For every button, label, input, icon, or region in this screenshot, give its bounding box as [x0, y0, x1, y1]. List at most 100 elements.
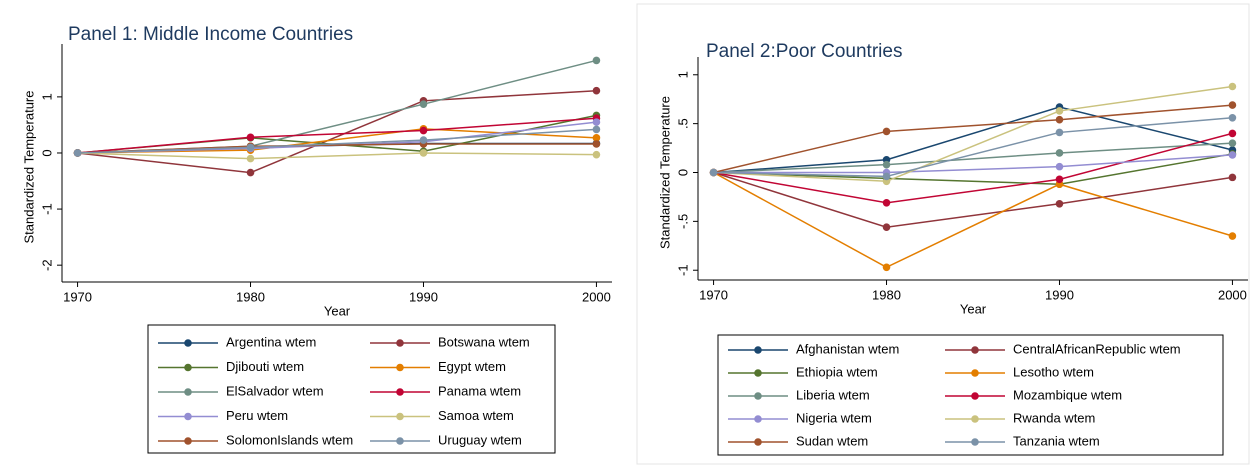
data-point [419, 100, 428, 108]
legend-marker [184, 437, 192, 445]
legend-label: Argentina wtem [226, 334, 316, 349]
panel-frame [636, 3, 1250, 465]
data-point [419, 136, 428, 144]
data-point [592, 134, 601, 142]
legend-label: Sudan wtem [796, 433, 868, 448]
legend-label: Uruguay wtem [438, 432, 522, 447]
series-line [713, 171, 1233, 269]
legend-label: ElSalvador wtem [226, 383, 324, 398]
data-point [1055, 175, 1064, 184]
x-tick-label: 1990 [409, 289, 438, 304]
series-line [77, 121, 597, 154]
series-line [77, 117, 597, 154]
legend-marker [754, 346, 762, 354]
legend-box [147, 324, 556, 454]
series-line [713, 85, 1233, 183]
legend-marker [396, 388, 404, 396]
legend-label: Rwanda wtem [1013, 410, 1095, 425]
data-point [1055, 162, 1064, 171]
y-axis-label: Standardized Temperature [657, 96, 672, 249]
series-line [713, 104, 1233, 174]
y-tick-label: 0 [39, 149, 54, 156]
legend-label: Mozambique wtem [1013, 387, 1122, 402]
data-point [419, 126, 428, 135]
data-point [1228, 113, 1237, 122]
legend-label: Afghanistan wtem [796, 341, 899, 356]
y-tick-label: -.5 [675, 214, 690, 229]
data-point [246, 168, 255, 177]
y-tick-label: -1 [39, 203, 54, 215]
legend-label: Lesotho wtem [1013, 364, 1094, 379]
data-point [1228, 139, 1237, 147]
legend-box [717, 334, 1224, 456]
data-point [1055, 115, 1064, 124]
data-point [1228, 129, 1237, 138]
data-point [246, 133, 255, 142]
series-line [713, 153, 1233, 185]
data-point [882, 223, 891, 232]
chart-title: Panel 2:Poor Countries [706, 41, 902, 62]
legend-marker [971, 346, 979, 354]
legend-marker [971, 369, 979, 377]
data-point [73, 149, 82, 157]
data-point [882, 160, 891, 169]
x-tick-label: 1970 [63, 289, 92, 304]
legend-marker [754, 392, 762, 400]
data-point [1055, 107, 1064, 115]
legend-label: Ethiopia wtem [796, 364, 878, 379]
series-line [713, 171, 1233, 228]
data-point [592, 118, 601, 126]
x-tick-label: 1970 [699, 287, 728, 302]
legend-label: Nigeria wtem [796, 410, 872, 425]
data-point [882, 172, 891, 181]
legend-label: CentralAfricanRepublic wtem [1013, 341, 1181, 356]
x-axis-label: Year [960, 301, 987, 316]
legend-marker [396, 363, 404, 372]
legend-marker [754, 369, 762, 377]
legend-marker [971, 392, 979, 400]
data-point [1228, 82, 1237, 91]
chart-title: Panel 1: Middle Income Countries [68, 24, 353, 45]
series-line [77, 128, 597, 154]
data-point [709, 168, 718, 177]
legend-marker [184, 412, 192, 421]
legend-marker [396, 339, 404, 347]
legend-label: SolomonIslands wtem [226, 432, 353, 447]
data-point [592, 86, 601, 95]
data-point [419, 149, 428, 157]
legend-marker [971, 438, 979, 446]
legend-label: Samoa wtem [438, 408, 514, 423]
y-tick-label: 0 [675, 169, 690, 176]
data-point [592, 125, 601, 134]
data-point [246, 143, 255, 152]
data-point [882, 198, 891, 207]
legend-marker [184, 388, 192, 396]
legend-marker [971, 415, 979, 423]
legend-label: Liberia wtem [796, 387, 870, 402]
legend-marker [184, 339, 192, 347]
data-point [1228, 151, 1237, 159]
x-tick-label: 2000 [1218, 287, 1247, 302]
legend-marker [184, 363, 192, 372]
data-point [882, 127, 891, 136]
x-tick-label: 1980 [236, 289, 265, 304]
legend-marker [396, 412, 404, 421]
series-line [713, 132, 1233, 204]
legend-label: Panama wtem [438, 383, 521, 398]
y-tick-label: -1 [675, 264, 690, 276]
data-point [882, 263, 891, 272]
data-point [1055, 128, 1064, 137]
series-line [77, 89, 597, 174]
legend-marker [754, 415, 762, 423]
series-line [77, 152, 597, 160]
legend-label: Djibouti wtem [226, 359, 304, 374]
data-point [246, 154, 255, 163]
x-tick-label: 1990 [1045, 287, 1074, 302]
data-point [1228, 232, 1237, 240]
data-point [592, 150, 601, 159]
data-point [592, 140, 601, 148]
legend-marker [754, 438, 762, 446]
data-point [1055, 199, 1064, 208]
y-axis-label: Standardized Temperature [21, 91, 36, 244]
